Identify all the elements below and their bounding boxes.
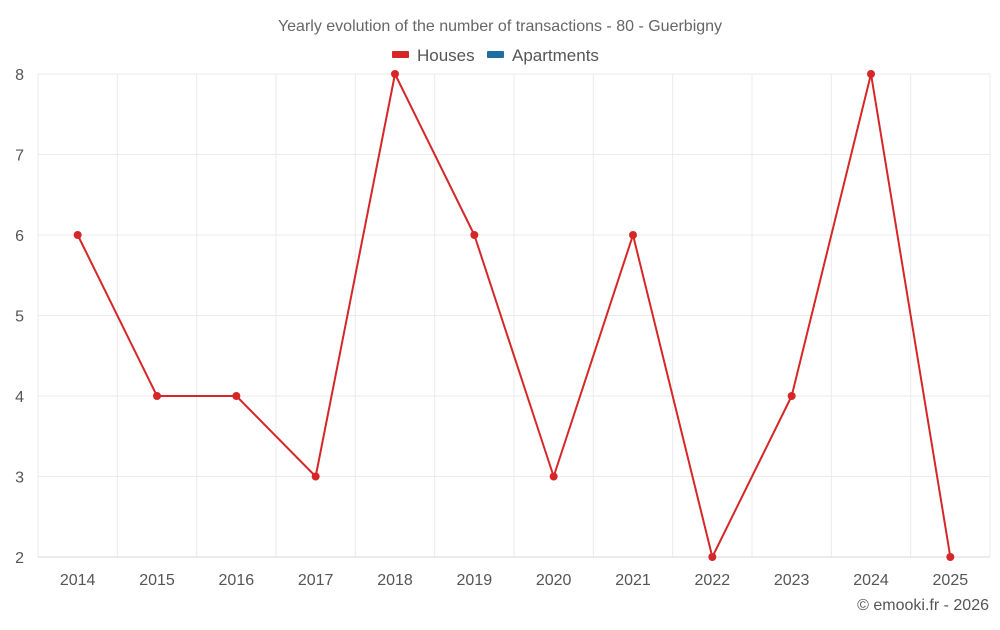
data-point-houses[interactable] xyxy=(232,392,241,400)
x-tick-label: 2021 xyxy=(615,572,651,589)
legend-item-houses[interactable]: Houses xyxy=(392,46,475,65)
data-point-houses[interactable] xyxy=(787,392,796,400)
x-tick-label: 2017 xyxy=(298,572,334,589)
x-tick-label: 2023 xyxy=(774,572,810,589)
x-axis-ticks: 2014 2015 2016 2017 2018 2019 2020 2021 2022 2023… xyxy=(60,572,968,589)
x-tick-label: 2015 xyxy=(139,572,175,589)
y-tick-label: 7 xyxy=(15,148,24,165)
y-tick-label: 5 xyxy=(15,309,24,326)
x-tick-label: 2025 xyxy=(933,572,969,589)
y-tick-label: 3 xyxy=(15,470,24,487)
data-point-houses[interactable] xyxy=(73,231,82,239)
x-gridlines xyxy=(37,74,991,557)
data-point-houses[interactable] xyxy=(867,70,875,78)
y-tick-label: 6 xyxy=(15,228,24,245)
y-tick-label: 4 xyxy=(15,389,24,406)
data-point-houses[interactable] xyxy=(391,70,399,78)
x-tick-label: 2024 xyxy=(853,572,889,589)
x-tick-label: 2022 xyxy=(695,572,731,589)
series-layer xyxy=(73,70,955,561)
legend-swatch-apartments xyxy=(487,51,504,58)
x-tick-label: 2014 xyxy=(60,572,96,589)
y-tick-label: 8 xyxy=(15,67,24,84)
data-point-houses[interactable] xyxy=(153,392,161,400)
data-point-houses[interactable] xyxy=(946,553,955,561)
legend-item-apartments[interactable]: Apartments xyxy=(487,46,599,65)
legend: Houses Apartments xyxy=(392,46,599,65)
legend-label-apartments: Apartments xyxy=(512,46,599,65)
series-line-houses xyxy=(76,73,952,558)
x-tick-label: 2016 xyxy=(219,572,255,589)
x-tick-label: 2020 xyxy=(536,572,572,589)
legend-swatch-houses xyxy=(392,51,409,58)
chart-title: Yearly evolution of the number of transa… xyxy=(278,18,722,35)
y-axis-ticks: 2 3 4 5 6 7 8 xyxy=(15,67,24,567)
legend-label-houses: Houses xyxy=(417,46,475,65)
data-point-houses[interactable] xyxy=(311,472,320,481)
data-point-houses[interactable] xyxy=(549,472,558,481)
data-point-houses[interactable] xyxy=(470,231,479,239)
data-point-houses[interactable] xyxy=(708,553,717,561)
data-point-houses[interactable] xyxy=(629,231,637,239)
credit-text: © emooki.fr - 2026 xyxy=(857,597,989,614)
x-tick-label: 2018 xyxy=(377,572,413,589)
x-tick-label: 2019 xyxy=(457,572,493,589)
y-tick-label: 2 xyxy=(15,550,24,567)
